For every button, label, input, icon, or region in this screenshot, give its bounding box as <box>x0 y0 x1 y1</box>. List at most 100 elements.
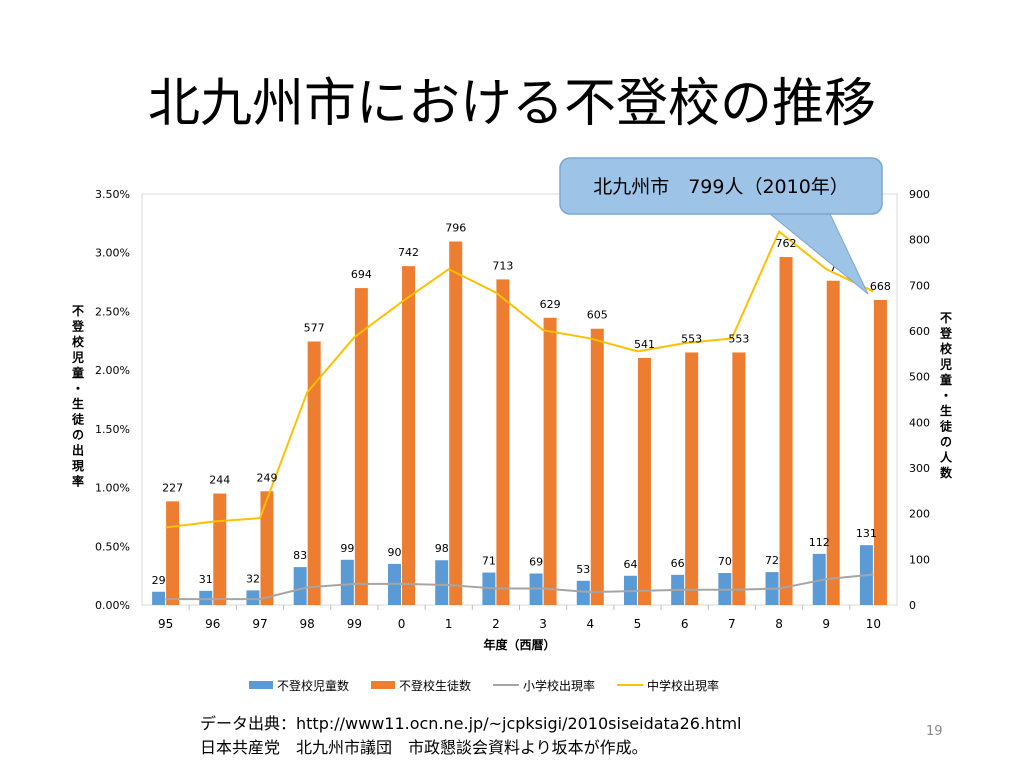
x-tick-label: 97 <box>252 617 267 631</box>
x-tick-label: 2 <box>492 617 500 631</box>
axis-label-glyph: 童 <box>72 365 84 380</box>
data-label-junior: 7 <box>830 261 837 274</box>
bar-junior-count <box>166 501 180 605</box>
data-label-junior: 249 <box>256 471 277 484</box>
y-right-tick-label: 0 <box>909 599 916 612</box>
data-label-junior: 541 <box>634 338 655 351</box>
x-axis-label: 年度（西暦） <box>483 637 555 652</box>
axis-label-glyph: 生 <box>72 396 84 411</box>
bar-elementary-count <box>340 559 354 605</box>
x-tick-label: 10 <box>866 617 881 631</box>
page-number: 19 <box>926 724 943 739</box>
axis-label-glyph: 校 <box>940 341 953 356</box>
y-right-tick-label: 900 <box>909 188 930 201</box>
bar-junior-count <box>449 241 463 605</box>
bar-elementary-count <box>246 590 260 605</box>
bar-junior-count <box>354 288 368 605</box>
bar-elementary-count <box>435 560 449 605</box>
legend-swatch <box>249 681 273 689</box>
legend-item-junior-rate: 中学校出現率 <box>617 677 719 694</box>
data-label-junior: 694 <box>351 268 372 281</box>
y-left-tick-label: 3.50% <box>95 188 130 201</box>
callout: 北九州市 799人（2010年） <box>559 157 883 295</box>
bar-junior-count <box>873 299 887 605</box>
axis-label-glyph: 数 <box>940 465 953 480</box>
bar-junior-count <box>779 257 793 605</box>
axis-label-glyph: の <box>72 428 84 442</box>
chart-data-labels: 29 31 32 83 99 90 98 71 69 53 64 66 70 72 112 131 227 244… <box>152 221 891 586</box>
x-tick-label: 9 <box>822 617 830 631</box>
x-tick-label: 99 <box>347 617 362 631</box>
data-label-elementary: 32 <box>246 572 260 585</box>
chart-bars <box>152 241 887 605</box>
y-left-tick-label: 1.50% <box>95 423 130 436</box>
bar-junior-count <box>543 317 557 605</box>
data-label-elementary: 131 <box>856 527 877 540</box>
data-label-elementary: 29 <box>152 574 166 587</box>
legend-label: 中学校出現率 <box>647 678 720 693</box>
bar-junior-count <box>590 328 604 605</box>
x-tick-label: 6 <box>681 617 689 631</box>
data-label-junior: 227 <box>162 481 183 494</box>
line-elementary-rate <box>165 573 874 601</box>
x-tick-label: 96 <box>205 617 220 631</box>
axis-label-glyph: 児 <box>71 351 84 365</box>
chart-grid <box>141 193 898 610</box>
legend-item-elementary-rate: 小学校出現率 <box>493 677 595 694</box>
data-label-elementary: 72 <box>765 554 779 567</box>
data-label-elementary: 83 <box>293 549 307 562</box>
axis-label-glyph: 現 <box>72 459 84 473</box>
data-label-junior: 605 <box>587 309 608 322</box>
bar-junior-count <box>685 352 699 605</box>
bar-elementary-count <box>576 580 590 605</box>
bar-junior-count <box>307 341 321 605</box>
legend-label: 不登校児童数 <box>277 678 350 693</box>
x-tick-label: 1 <box>445 617 453 631</box>
axis-label-glyph: 不 <box>72 304 84 318</box>
y-right-tick-label: 400 <box>909 416 930 429</box>
x-tick-label: 5 <box>634 617 642 631</box>
data-label-junior: 244 <box>209 474 230 487</box>
legend-label: 不登校生徒数 <box>399 678 472 693</box>
y-left-tick-label: 0.50% <box>95 540 130 553</box>
x-tick-label: 8 <box>775 617 783 631</box>
line-junior-rate <box>165 229 874 529</box>
axis-label-glyph: 登 <box>939 326 953 341</box>
bar-elementary-count <box>293 567 307 605</box>
bar-junior-count <box>637 357 651 605</box>
data-label-elementary: 64 <box>623 558 637 571</box>
bar-elementary-count <box>199 590 213 605</box>
chart-legend: 不登校児童数 不登校生徒数 小学校出現率 中学校出現率 <box>249 676 741 694</box>
axis-label-glyph: 率 <box>72 474 84 489</box>
data-label-junior: 762 <box>776 237 797 250</box>
x-tick-label: 3 <box>539 617 547 631</box>
data-label-junior: 742 <box>398 246 419 259</box>
data-label-elementary: 71 <box>482 555 496 568</box>
chart-axes: 0.00% 0.50% 1.00% 1.50% 2.00% 2.50% 3.00% 3.50%… <box>71 188 953 652</box>
data-label-elementary: 53 <box>576 563 590 576</box>
axis-label-glyph: 不 <box>940 311 952 325</box>
axis-label-glyph: 登 <box>71 319 85 334</box>
data-label-junior: 796 <box>445 221 466 234</box>
x-tick-label: 0 <box>398 617 406 631</box>
y-left-tick-label: 0.00% <box>95 599 130 612</box>
x-tick-label: 95 <box>158 617 173 631</box>
legend-item-junior-count: 不登校生徒数 <box>371 677 471 694</box>
y-right-tick-label: 800 <box>909 234 930 247</box>
data-label-junior: 553 <box>681 332 702 345</box>
y-right-tick-label: 600 <box>909 325 930 338</box>
x-tick-label: 98 <box>300 617 315 631</box>
y-left-tick-label: 2.50% <box>95 305 130 318</box>
source-line-2: 日本共産党 北九州市議団 市政懇談会資料より坂本が作成。 <box>200 738 648 757</box>
data-label-elementary: 112 <box>809 536 830 549</box>
axis-label-glyph: 徒 <box>939 419 953 434</box>
axis-label-glyph: 童 <box>940 372 952 387</box>
data-label-junior: 553 <box>728 332 749 345</box>
callout-box <box>559 157 883 215</box>
legend-swatch <box>371 681 396 689</box>
y-right-tick-label: 500 <box>909 371 930 384</box>
data-label-junior: 713 <box>492 259 513 272</box>
x-tick-label: 7 <box>728 617 736 631</box>
